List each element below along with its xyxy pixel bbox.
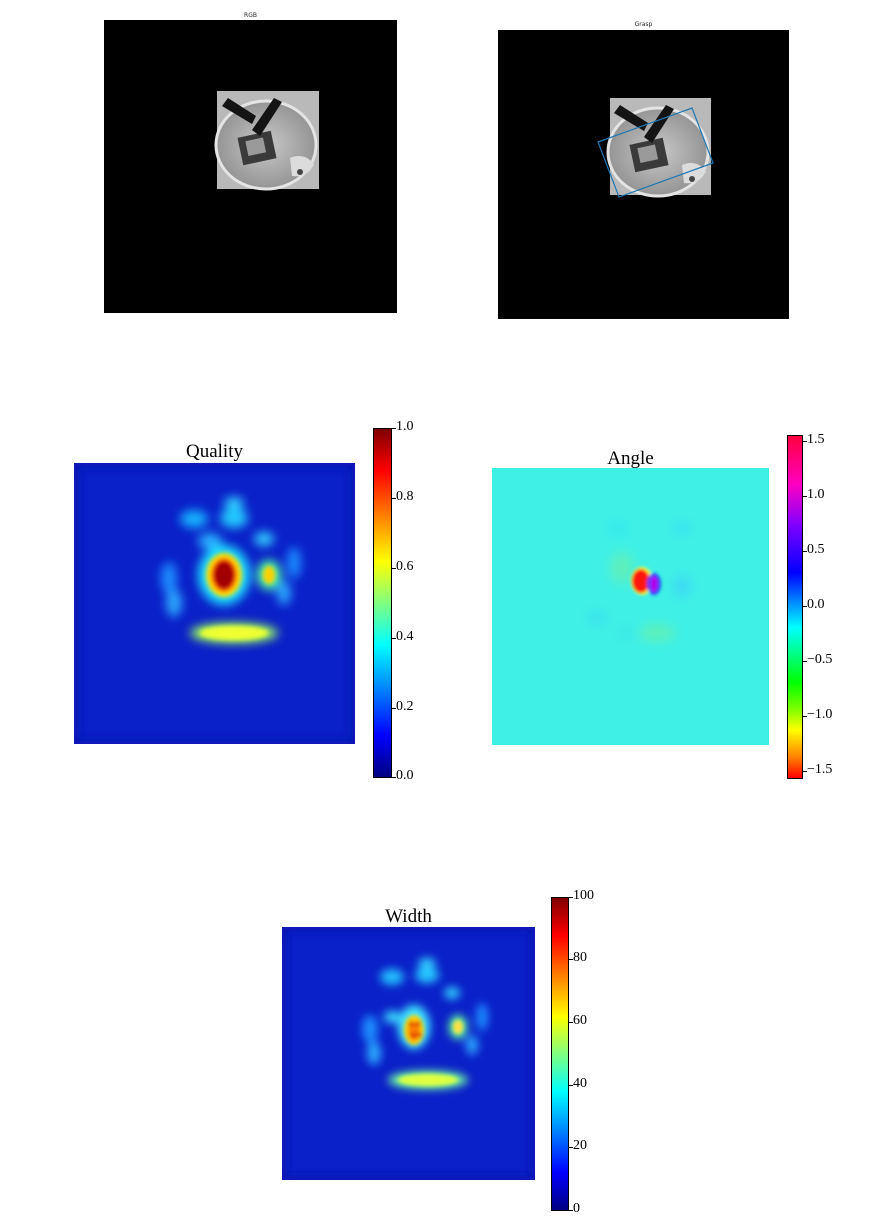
quality-tick-label: 0.4 (396, 629, 414, 644)
grasp-title: Grasp (634, 21, 653, 28)
quality-title: Quality (186, 441, 243, 462)
quality-tick-label: 0.2 (396, 699, 414, 714)
angle-heatmap (492, 468, 769, 745)
width-tick-label: 100 (573, 888, 594, 903)
rgb-image (104, 20, 397, 313)
rgb-title: RGB (244, 12, 257, 19)
quality-tick-label: 0.0 (396, 768, 414, 783)
width-tick-label: 0 (573, 1201, 580, 1216)
quality-tick-label: 0.8 (396, 489, 414, 504)
angle-tick-label: 0.5 (807, 542, 825, 557)
angle-colorbar (787, 435, 803, 779)
width-tick-label: 20 (573, 1138, 587, 1153)
grasp-image (498, 30, 789, 319)
width-tick-label: 60 (573, 1013, 587, 1028)
quality-colorbar (373, 428, 392, 778)
angle-tick-label: −1.5 (807, 762, 833, 777)
width-tick-label: 40 (573, 1076, 587, 1091)
angle-colorbar-ticks: 1.5 1.0 0.5 0.0 −0.5 −1.0 −1.5 (803, 432, 863, 779)
angle-tick-label: 1.0 (807, 487, 825, 502)
width-colorbar-ticks: 100 80 60 40 20 0 (569, 888, 609, 1216)
angle-tick-label: −0.5 (807, 652, 833, 667)
angle-tick-label: −1.0 (807, 707, 833, 722)
grasp-rectangle (597, 107, 714, 198)
quality-colorbar-ticks: 1.0 0.8 0.6 0.4 0.2 0.0 (392, 419, 432, 783)
rgb-object-photo (214, 91, 319, 191)
angle-tick-label: 1.5 (807, 432, 825, 447)
width-tick-label: 80 (573, 950, 587, 965)
grasp-object-photo (597, 98, 714, 198)
quality-tick-label: 1.0 (396, 419, 414, 434)
quality-tick-label: 0.6 (396, 559, 414, 574)
width-colorbar (551, 897, 569, 1211)
quality-heatmap (74, 463, 355, 744)
angle-title: Angle (607, 448, 654, 469)
angle-tick-label: 0.0 (807, 597, 825, 612)
width-heatmap (282, 927, 535, 1180)
width-title: Width (385, 906, 432, 927)
